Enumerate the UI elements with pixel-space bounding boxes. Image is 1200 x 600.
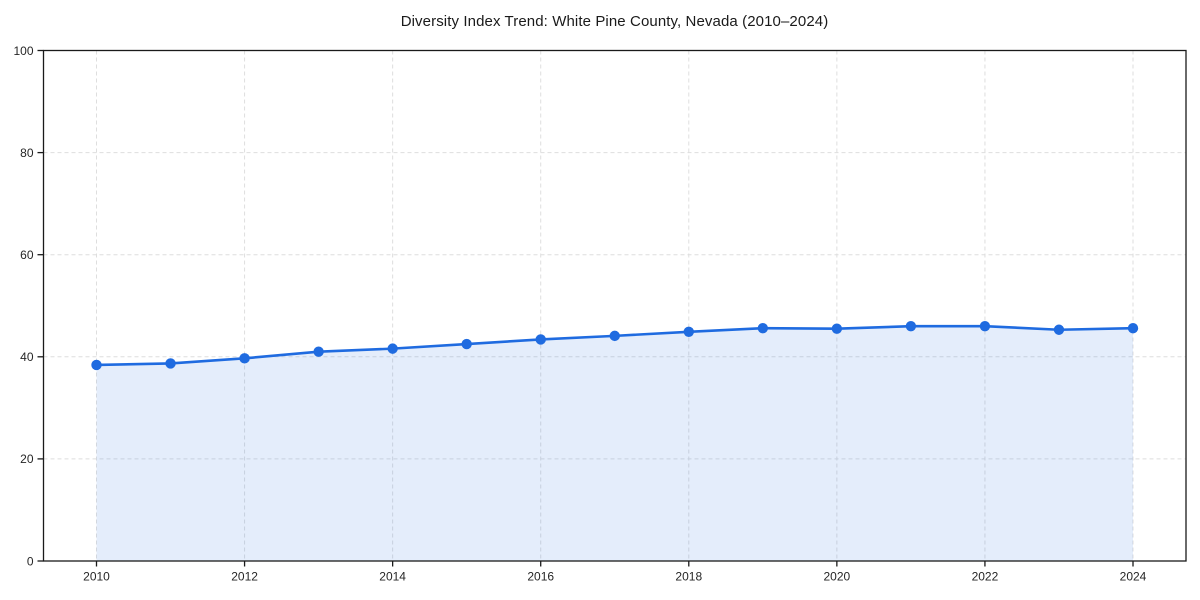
- data-point-2020: [831, 323, 843, 334]
- data-point-2010: [91, 359, 102, 371]
- x-tick-label-2012: 2012: [231, 570, 258, 584]
- data-point-2015: [461, 338, 472, 350]
- data-point-2021: [905, 320, 917, 332]
- chart-title: Diversity Index Trend: White Pine County…: [400, 13, 829, 30]
- x-tick-label-2018: 2018: [675, 570, 702, 584]
- y-tick-label-100: 100: [13, 44, 33, 58]
- data-point-2013: [313, 346, 324, 357]
- y-tick-label-40: 40: [20, 350, 34, 364]
- x-tick-label-2024: 2024: [1120, 570, 1147, 584]
- data-point-2018: [683, 326, 694, 337]
- data-point-2011: [165, 358, 176, 369]
- data-point-2024: [1127, 323, 1139, 334]
- x-tick-label-2016: 2016: [527, 570, 554, 584]
- y-tick-label-80: 80: [20, 146, 34, 160]
- x-tick-label-2010: 2010: [83, 570, 110, 584]
- data-point-2014: [387, 343, 398, 354]
- data-point-2017: [609, 330, 620, 342]
- data-point-2012: [239, 353, 250, 364]
- y-tick-label-20: 20: [20, 452, 34, 466]
- data-point-2019: [757, 323, 769, 334]
- plot-border: [42, 49, 1187, 562]
- data-point-2016: [535, 334, 546, 345]
- y-tick-label-60: 60: [20, 248, 34, 262]
- area-fill: [96, 326, 1133, 561]
- x-tick-label-2020: 2020: [824, 570, 851, 584]
- data-point-2022: [979, 320, 991, 332]
- y-tick-label-0: 0: [27, 554, 34, 568]
- x-tick-label-2014: 2014: [379, 570, 406, 584]
- data-point-2023: [1053, 324, 1065, 335]
- x-tick-label-2022: 2022: [972, 570, 999, 584]
